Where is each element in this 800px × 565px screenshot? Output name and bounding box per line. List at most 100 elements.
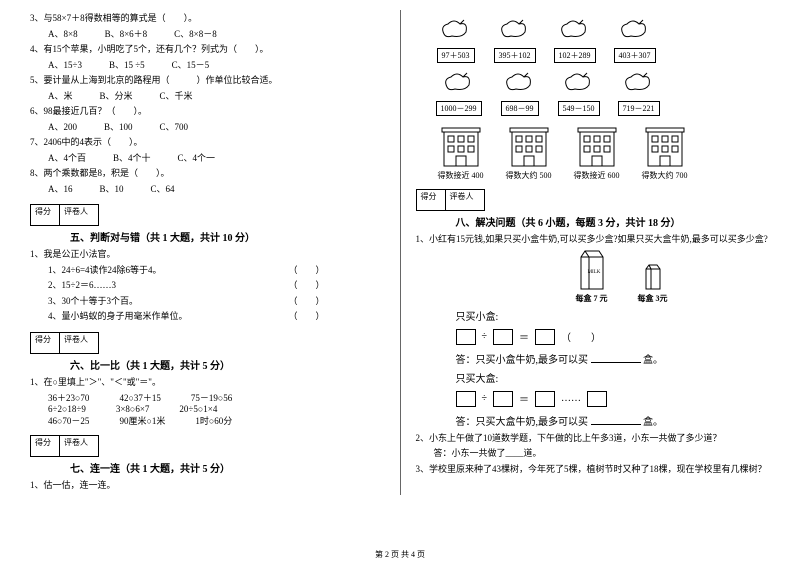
building-1-label: 得数接近 400 <box>438 170 484 181</box>
eq-row-1: ÷ ＝ （ ） <box>456 329 771 345</box>
bird-icon <box>555 14 595 46</box>
bird-icon <box>500 67 540 99</box>
bird-5-box: 1000－299 <box>436 101 482 116</box>
eq-paren: （ ） <box>561 329 601 344</box>
s6-r2: 6÷2○18÷93×8○6×720÷5○1×4 <box>48 404 385 414</box>
building-2: 得数大约 500 <box>504 126 554 181</box>
q3-opts: A、8×8 B、8×6＋8 C、8×8－8 <box>30 28 385 42</box>
s6r3a: 46○70－25 <box>48 414 89 427</box>
building-icon <box>640 126 690 168</box>
s5-3-text: 3、30个十等于3个百。 <box>48 296 138 306</box>
building-row: 得数接近 400 得数大约 500 得数接近 600 得数大约 700 <box>436 126 771 181</box>
ans-2: 答：只买大盒牛奶,最多可以买 盒。 <box>456 413 771 428</box>
column-divider <box>400 10 401 495</box>
score-cell-l6: 得分 <box>30 332 60 354</box>
s6r1b: 42○37＋15 <box>119 391 160 404</box>
bird-icon <box>619 67 659 99</box>
bird-row-1: 97＋503 395＋102 102＋289 403＋307 <box>436 14 771 63</box>
q7-opts: A、4个百 B、4个十 C、4个一 <box>30 152 385 166</box>
bird-6-box: 698－99 <box>501 101 539 116</box>
building-3-label: 得数接近 600 <box>574 170 620 181</box>
s6r2b: 3×8○6×7 <box>116 404 150 414</box>
bird-8: 719－221 <box>618 67 660 116</box>
score-cell-r6: 评卷人 <box>59 332 99 354</box>
building-4: 得数大约 700 <box>640 126 690 181</box>
building-4-label: 得数大约 700 <box>642 170 688 181</box>
bird-icon <box>439 67 479 99</box>
bird-2: 395＋102 <box>494 14 536 63</box>
paren-3: （ ） <box>288 295 324 309</box>
eq-eq: ＝ <box>519 391 529 406</box>
score-cell-r: 评卷人 <box>59 204 99 226</box>
ans1-suf: 盒。 <box>643 355 663 366</box>
paren-2: （ ） <box>288 279 324 293</box>
milk-big: MILK 每盒 7 元 <box>576 249 608 304</box>
bird-8-box: 719－221 <box>618 101 660 116</box>
bird-4-box: 403＋307 <box>614 48 656 63</box>
building-2-label: 得数大约 500 <box>506 170 552 181</box>
bird-4: 403＋307 <box>614 14 656 63</box>
eq-box <box>456 329 476 345</box>
q3: 3、与58×7＋8得数相等的算式是（ ）。 <box>30 12 385 26</box>
s5-2: 2、15÷2＝6……3 （ ） <box>30 279 385 293</box>
score-box-7: 得分 评卷人 <box>30 435 385 457</box>
buy-big: 只买大盒: <box>456 370 771 385</box>
bird-5: 1000－299 <box>436 67 482 116</box>
s6r1c: 75－19○56 <box>191 391 232 404</box>
page-footer: 第 2 页 共 4 页 <box>0 549 800 560</box>
eq-div: ÷ <box>482 393 488 404</box>
building-icon <box>504 126 554 168</box>
score-cell-r8: 评卷人 <box>445 189 485 211</box>
score-cell-l7: 得分 <box>30 435 60 457</box>
milk-row: MILK 每盒 7 元 每盒 3元 <box>576 249 771 304</box>
building-3: 得数接近 600 <box>572 126 622 181</box>
score-box-8: 得分 评卷人 <box>416 189 771 211</box>
ans1-blank <box>591 362 641 363</box>
ans-1: 答：只买小盒牛奶,最多可以买 盒。 <box>456 351 771 366</box>
ans2-blank <box>591 424 641 425</box>
eq-box <box>535 329 555 345</box>
bird-7-box: 549－150 <box>558 101 600 116</box>
sec6-title: 六、比一比（共 1 大题，共计 5 分） <box>70 357 385 372</box>
eq-row-2: ÷ ＝ …… <box>456 391 771 407</box>
ans1-pre: 答：只买小盒牛奶,最多可以买 <box>456 355 589 366</box>
bird-icon <box>436 14 476 46</box>
sec5-title: 五、判断对与错（共 1 大题，共计 10 分） <box>70 229 385 244</box>
s5-2-text: 2、15÷2＝6……3 <box>48 280 116 290</box>
s5-intro: 1、我是公正小法官。 <box>30 248 385 262</box>
s6-intro: 1、在○里填上"＞"、"＜"或"＝"。 <box>30 376 385 390</box>
score-cell-r7: 评卷人 <box>59 435 99 457</box>
buy-small: 只买小盒: <box>456 308 771 323</box>
eq-box <box>493 391 513 407</box>
building-1: 得数接近 400 <box>436 126 486 181</box>
s6r3c: 1时○60分 <box>195 414 232 427</box>
right-column: 97＋503 395＋102 102＋289 403＋307 1000－299 <box>406 10 781 495</box>
q4: 4、有15个苹果，小明吃了5个，还有几个？列式为（ ）。 <box>30 43 385 57</box>
score-cell-l8: 得分 <box>416 189 446 211</box>
building-icon <box>572 126 622 168</box>
eq-dots: …… <box>561 393 581 404</box>
bird-6: 698－99 <box>500 67 540 116</box>
s5-4: 4、量小蚂蚁的身子用毫米作单位。（ ） <box>30 310 385 324</box>
bird-1: 97＋503 <box>436 14 476 63</box>
svg-text:MILK: MILK <box>587 270 600 275</box>
bird-row-2: 1000－299 698－99 549－150 719－221 <box>436 67 771 116</box>
bird-icon <box>615 14 655 46</box>
eq-box <box>587 391 607 407</box>
s6r2a: 6÷2○18÷9 <box>48 404 86 414</box>
score-cell-l: 得分 <box>30 204 60 226</box>
building-icon <box>436 126 486 168</box>
q8-opts: A、16 B、10 C、64 <box>30 183 385 197</box>
eq-div: ÷ <box>482 331 488 342</box>
score-box-5: 得分 评卷人 <box>30 204 385 226</box>
s8-2-ans: 答：小东一共做了____道。 <box>416 447 771 461</box>
eq-eq: ＝ <box>519 329 529 344</box>
s5-4-text: 4、量小蚂蚁的身子用毫米作单位。 <box>48 311 188 321</box>
left-column: 3、与58×7＋8得数相等的算式是（ ）。 A、8×8 B、8×6＋8 C、8×… <box>20 10 395 495</box>
milk-big-icon: MILK <box>577 249 607 291</box>
eq-box <box>535 391 555 407</box>
bird-7: 549－150 <box>558 67 600 116</box>
bird-icon <box>559 67 599 99</box>
s5-1-text: 1、24÷6=4读作24除6等于4。 <box>48 265 162 275</box>
s6r1a: 36＋23○70 <box>48 391 89 404</box>
